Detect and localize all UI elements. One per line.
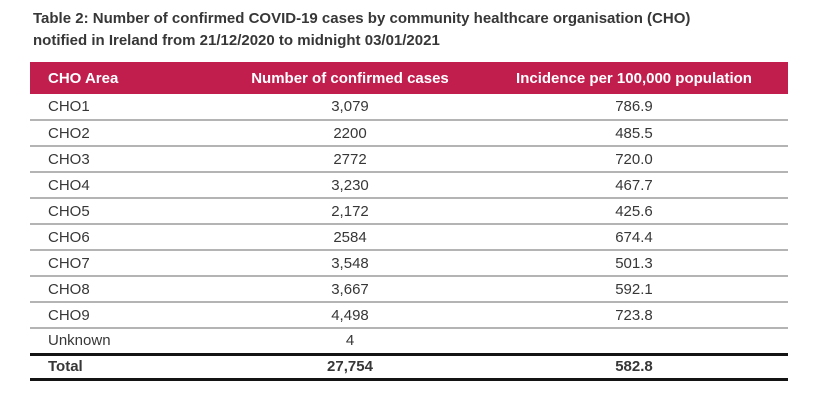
cell-cases: 2772 xyxy=(333,150,367,168)
cell-cases: 3,079 xyxy=(331,98,369,115)
cell-area: CHO5 xyxy=(48,202,90,220)
table-row: CHO6 2584 674.4 xyxy=(30,224,788,250)
cell-incidence: 723.8 xyxy=(615,306,653,324)
cell-cases: 4 xyxy=(345,332,355,350)
table-total-row: Total 27,754 582.8 xyxy=(30,354,788,379)
cell-area: CHO2 xyxy=(48,124,90,142)
table-title-line1: Table 2: Number of confirmed COVID-19 ca… xyxy=(33,10,691,27)
cho-cases-table: CHO Area Number of confirmed cases Incid… xyxy=(30,62,788,381)
column-header-confirmed-cases: Number of confirmed cases xyxy=(220,62,480,94)
table-row: CHO2 2200 485.5 xyxy=(30,120,788,146)
table-header-row: CHO Area Number of confirmed cases Incid… xyxy=(30,62,788,94)
table-row: CHO9 4,498 723.8 xyxy=(30,302,788,328)
cell-cases: 2200 xyxy=(333,124,367,142)
cell-incidence: 786.9 xyxy=(615,98,653,115)
table-row: CHO8 3,667 592.1 xyxy=(30,276,788,302)
cell-cases: 4,498 xyxy=(331,306,369,324)
table-title: Table 2: Number of confirmed COVID-19 ca… xyxy=(33,8,803,52)
cell-cases: 2,172 xyxy=(331,202,369,220)
table-row: CHO7 3,548 501.3 xyxy=(30,250,788,276)
cell-incidence: 425.6 xyxy=(615,202,653,220)
table-row: CHO3 2772 720.0 xyxy=(30,146,788,172)
cell-area: CHO9 xyxy=(48,306,90,324)
total-incidence-cell: 582.8 xyxy=(615,358,653,375)
table-row: Unknown 4 xyxy=(30,328,788,354)
table-title-line2: notified in Ireland from 21/12/2020 to m… xyxy=(33,32,440,49)
cell-cases: 3,548 xyxy=(331,254,369,272)
table-row: CHO4 3,230 467.7 xyxy=(30,172,788,198)
cell-incidence: 592.1 xyxy=(615,280,653,298)
cell-area: CHO6 xyxy=(48,228,90,246)
cell-incidence: 720.0 xyxy=(615,150,653,168)
cell-cases: 3,230 xyxy=(331,176,369,194)
table-row: CHO5 2,172 425.6 xyxy=(30,198,788,224)
column-header-cho-area: CHO Area xyxy=(30,62,220,94)
cell-incidence: 501.3 xyxy=(615,254,653,272)
table-body: CHO1 3,079 786.9 CHO2 2200 485.5 CHO3 2772 720.0… xyxy=(30,94,788,354)
cell-cases: 2584 xyxy=(333,228,367,246)
cell-area: CHO4 xyxy=(48,176,90,194)
cell-area: CHO7 xyxy=(48,254,90,272)
cell-incidence: 467.7 xyxy=(615,176,653,194)
total-label-cell: Total xyxy=(48,358,83,375)
cell-area: CHO1 xyxy=(48,98,90,115)
cell-incidence xyxy=(480,328,788,354)
total-cases-cell: 27,754 xyxy=(327,358,373,375)
cell-area: Unknown xyxy=(48,332,111,350)
cell-incidence: 674.4 xyxy=(615,228,653,246)
column-header-incidence: Incidence per 100,000 population xyxy=(480,62,788,94)
table-row: CHO1 3,079 786.9 xyxy=(30,94,788,120)
cell-cases: 3,667 xyxy=(331,280,369,298)
cell-area: CHO3 xyxy=(48,150,90,168)
cell-incidence: 485.5 xyxy=(615,124,653,142)
cell-area: CHO8 xyxy=(48,280,90,298)
